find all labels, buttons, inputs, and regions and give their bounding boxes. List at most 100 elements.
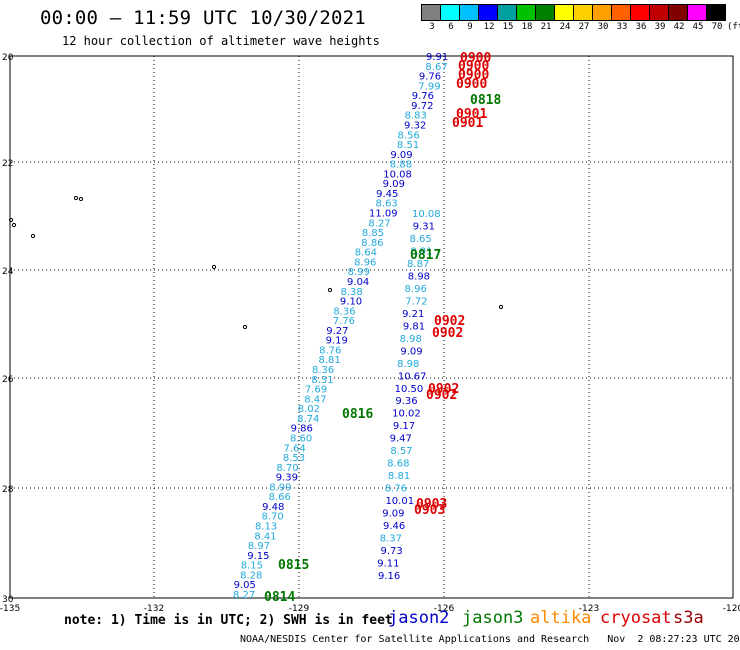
swh-label-track-b: 9.09: [400, 346, 422, 357]
swh-label-track-b: 8.76: [385, 484, 407, 495]
swh-label-track-a: 8.70: [276, 463, 298, 474]
lon-tick-label: -123: [579, 604, 599, 614]
swh-label-track-a: 8.88: [390, 160, 412, 171]
swh-label-track-b: 9.31: [413, 221, 435, 232]
swh-label-track-b: 9.47: [390, 434, 412, 445]
island-outline: [11, 222, 17, 228]
map-subtitle: 12 hour collection of altimeter wave hei…: [62, 34, 380, 48]
swh-label-track-a: 9.91: [426, 52, 448, 63]
swh-label-track-a: 8.56: [397, 130, 419, 141]
swh-label-track-a: 9.76: [412, 91, 434, 102]
swh-label-track-a: 9.72: [411, 101, 433, 112]
pass-time-label: 0902: [432, 326, 463, 341]
swh-label-track-a: 8.13: [255, 522, 277, 533]
legend-jason2: jason2: [388, 608, 450, 628]
scale-label: 27: [578, 22, 590, 32]
swh-label-track-a: 9.09: [383, 179, 405, 190]
swh-label-track-b: 10.67: [398, 371, 427, 382]
swh-label-track-a: 9.76: [419, 72, 441, 83]
swh-label-track-b: 9.17: [393, 421, 415, 432]
pass-time-label: 0900: [460, 51, 491, 66]
swh-label-track-a: 7.76: [333, 316, 355, 327]
swh-label-track-a: 8.38: [340, 287, 362, 298]
pass-time-label: 0903: [416, 497, 447, 512]
swh-label-track-b: 8.81: [388, 471, 410, 482]
swh-label-track-a: 8.60: [290, 433, 312, 444]
scale-unit: (ft): [727, 22, 740, 32]
swh-label-track-b: 10.01: [385, 496, 414, 507]
swh-label-track-a: 9.05: [234, 580, 256, 591]
swh-label-track-b: 8.98: [400, 334, 422, 345]
swh-label-track-a: 8.27: [368, 218, 390, 229]
swh-label-track-b: 8.98: [397, 359, 419, 370]
swh-label-track-b: 9.46: [383, 521, 405, 532]
swh-label-track-b: 9.36: [395, 396, 417, 407]
scale-label: 24: [559, 22, 571, 32]
lon-tick-label: -120: [723, 604, 740, 614]
legend-s3a: s3a: [673, 608, 704, 628]
scale-label: 3: [429, 22, 435, 32]
scale-label: 9: [467, 22, 473, 32]
swh-label-track-a: 8.51: [397, 140, 419, 151]
lat-tick-label: 26: [2, 375, 14, 385]
pass-time-label: 0817: [410, 248, 441, 263]
swh-label-track-a: 8.64: [355, 248, 377, 259]
swh-label-track-b: 9.16: [378, 571, 400, 582]
swh-label-track-a: 11.09: [369, 209, 398, 220]
swh-label-track-b: 9.09: [382, 509, 404, 520]
island-outline: [8, 217, 14, 223]
island-outline: [211, 264, 217, 270]
swh-label-track-b: 10.02: [392, 409, 421, 420]
island-outline: [498, 304, 504, 310]
pass-time-label: 0902: [426, 388, 457, 403]
swh-label-track-a: 9.86: [291, 424, 313, 435]
swh-label-track-b: 8.68: [387, 459, 409, 470]
swh-label-track-a: 8.27: [233, 590, 255, 601]
pass-time-label: 0818: [470, 93, 501, 108]
lat-tick-label: 20: [2, 53, 14, 63]
swh-label-track-a: 9.45: [376, 189, 398, 200]
swh-label-track-a: 7.99: [418, 81, 440, 92]
swh-label-track-b: 8.91: [410, 246, 432, 257]
pass-time-label: 0901: [452, 116, 483, 131]
lat-tick-label: 28: [2, 485, 14, 495]
swh-label-track-a: 9.15: [247, 551, 269, 562]
scale-label: 42: [673, 22, 685, 32]
swh-label-track-b: 7.72: [405, 296, 427, 307]
lat-tick-label: 22: [2, 159, 13, 169]
swh-label-track-a: 10.08: [383, 169, 412, 180]
map-frame: [9, 55, 734, 599]
scale-label: 6: [448, 22, 454, 32]
swh-label-track-a: 8.15: [241, 561, 263, 572]
pass-time-label: 0816: [342, 407, 373, 422]
swh-label-track-b: 8.87: [407, 259, 429, 270]
note-text: note: 1) Time is in UTC; 2) SWH is in fe…: [64, 613, 393, 628]
scale-label: 15: [502, 22, 514, 32]
swh-label-track-a: 7.64: [283, 443, 305, 454]
swh-label-track-a: 8.36: [333, 306, 355, 317]
swh-label-track-a: 9.19: [326, 336, 348, 347]
swh-label-track-a: 9.32: [404, 120, 426, 131]
swh-label-track-a: 9.27: [326, 326, 348, 337]
scale-label: 30: [597, 22, 609, 32]
swh-label-track-b: 8.37: [380, 534, 402, 545]
legend-jason3: jason3: [462, 608, 524, 628]
pass-time-label: 0902: [428, 382, 459, 397]
swh-label-track-b: 10.50: [395, 384, 424, 395]
swh-label-track-a: 8.63: [376, 199, 398, 210]
swh-label-track-b: 8.98: [408, 271, 430, 282]
swh-label-track-a: 8.96: [354, 257, 376, 268]
scale-label: 36: [635, 22, 647, 32]
swh-label-track-b: 8.57: [390, 446, 412, 457]
pass-time-label: 0900: [458, 68, 489, 83]
swh-label-track-a: 8.85: [362, 228, 384, 239]
footer-credit: NOAA/NESDIS Center for Satellite Applica…: [240, 634, 740, 645]
swh-label-track-a: 8.67: [425, 62, 447, 73]
swh-label-track-a: 8.99: [269, 482, 291, 493]
legend-altika: altika: [530, 608, 592, 628]
swh-label-track-b: 9.81: [403, 321, 425, 332]
swh-label-track-a: 9.48: [262, 502, 284, 513]
swh-label-track-a: 8.86: [361, 238, 383, 249]
swh-label-track-b: 10.08: [412, 209, 441, 220]
